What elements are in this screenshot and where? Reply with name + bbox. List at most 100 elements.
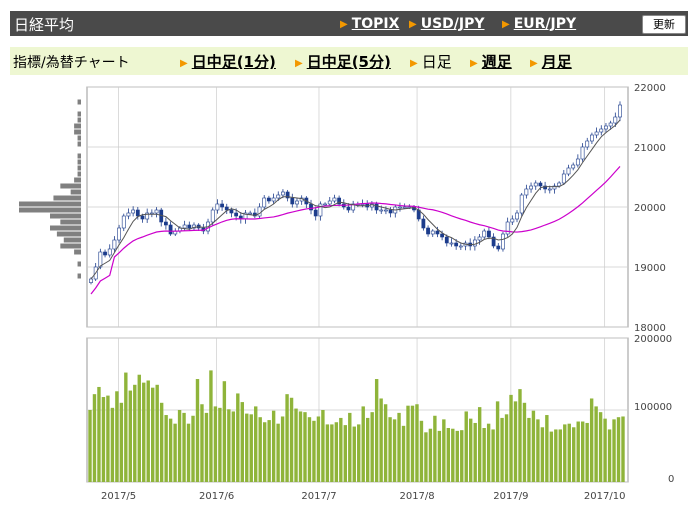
candle-body — [421, 218, 426, 229]
link-topix[interactable]: ▶ TOPIX — [340, 16, 400, 32]
volume-bar — [195, 379, 200, 482]
volume-bar — [209, 370, 213, 482]
candle-body — [552, 185, 557, 190]
candle-body — [594, 131, 599, 136]
candle-body — [168, 224, 173, 235]
price-tick-label: 22000 — [634, 83, 666, 94]
volume-bar — [607, 429, 612, 482]
candle-body — [618, 104, 622, 118]
profile-bar — [77, 99, 81, 105]
volume-bar — [262, 422, 267, 482]
candle-body — [238, 215, 243, 220]
candle-body — [374, 203, 379, 211]
volume-bar — [397, 412, 401, 482]
page-title: 日経平均 — [14, 16, 75, 34]
volume-bar — [312, 420, 316, 482]
volume-bar — [285, 394, 289, 482]
candle-body — [444, 236, 449, 244]
candle-body — [477, 236, 482, 241]
volume-bar — [594, 406, 598, 482]
volume-bar — [545, 415, 549, 482]
tab-intraday-1min[interactable]: ▶ 日中足(1分) — [180, 53, 276, 71]
candle-body — [487, 230, 491, 238]
profile-bar — [77, 111, 81, 117]
volume-bar — [406, 405, 410, 482]
volume-bar — [527, 417, 531, 482]
candle-body — [407, 206, 412, 209]
price-profile — [19, 99, 81, 279]
candle-body — [472, 239, 477, 247]
volume-bar — [482, 428, 486, 482]
volume-bar — [298, 411, 303, 482]
tab-intraday-5min[interactable]: ▶ 日中足(5分) — [295, 53, 391, 71]
link-eurjpy[interactable]: ▶ EUR/JPY — [502, 16, 577, 32]
candle-body — [164, 221, 168, 226]
volume-bar — [567, 423, 571, 482]
candle-body — [215, 203, 220, 211]
volume-bar — [370, 412, 374, 482]
volume-bars — [88, 370, 625, 482]
candle-body — [159, 209, 164, 223]
profile-bar — [53, 195, 81, 201]
volume-bar — [419, 420, 424, 482]
volume-bar — [455, 430, 459, 482]
volume-bar — [598, 412, 603, 482]
candle-body — [613, 116, 618, 124]
candle-body — [131, 209, 136, 214]
volume-tick-label: 0 — [668, 474, 674, 485]
volume-bar — [589, 398, 594, 482]
refresh-button[interactable]: 更新 — [642, 15, 686, 34]
volume-bar — [504, 414, 509, 482]
volume-bar — [186, 423, 191, 482]
arrow-right-icon: ▶ — [502, 19, 510, 30]
header-bar: 日経平均 ▶ TOPIX ▶ USD/JPY ▶ EUR/JPY 更新 — [10, 11, 688, 36]
candle-body — [468, 242, 473, 247]
link-usdjpy[interactable]: ▶ USD/JPY — [409, 16, 485, 32]
candle-body — [416, 209, 421, 220]
volume-bar — [316, 416, 321, 482]
volume-gridlines — [87, 337, 628, 483]
volume-bar — [182, 412, 186, 482]
candle-body — [524, 188, 529, 196]
candle-body — [430, 230, 435, 235]
candle-body — [580, 146, 585, 160]
candle-body — [281, 191, 285, 196]
arrow-right-icon: ▶ — [295, 58, 303, 69]
profile-bar — [19, 201, 81, 207]
volume-bar — [227, 409, 231, 482]
tab-monthly[interactable]: ▶ 月足 — [530, 53, 572, 71]
candle-body — [608, 122, 613, 127]
profile-bar — [77, 165, 81, 171]
volume-bar — [267, 420, 271, 482]
candle-body — [393, 206, 398, 214]
candle-body — [388, 209, 393, 214]
volume-bar — [213, 406, 218, 482]
profile-bar — [77, 261, 81, 267]
candle-body — [271, 197, 276, 202]
candle-body — [505, 221, 510, 235]
candle-body — [309, 203, 313, 211]
volume-bar — [451, 428, 455, 482]
tab-weekly[interactable]: ▶ 週足 — [470, 53, 512, 71]
volume-bar — [334, 422, 339, 482]
volume-bar — [97, 386, 101, 482]
volume-bar — [365, 417, 370, 482]
volume-bar — [383, 404, 388, 482]
candle-body — [440, 233, 445, 238]
candle-body — [89, 278, 93, 283]
candle-body — [192, 224, 196, 229]
volume-bar — [500, 417, 504, 482]
volume-bar — [401, 425, 406, 482]
moving-average-short — [90, 119, 621, 280]
volume-bar — [442, 419, 446, 482]
volume-bar — [159, 402, 164, 482]
x-tick-label: 2017/6 — [199, 491, 234, 502]
candle-body — [384, 209, 388, 212]
volume-bar — [200, 404, 204, 482]
candle-body — [491, 236, 496, 247]
volume-bar — [580, 421, 585, 482]
candle-body — [599, 128, 604, 133]
candle-body — [299, 197, 304, 202]
volume-bar — [258, 417, 262, 482]
arrow-right-icon: ▶ — [410, 58, 418, 69]
